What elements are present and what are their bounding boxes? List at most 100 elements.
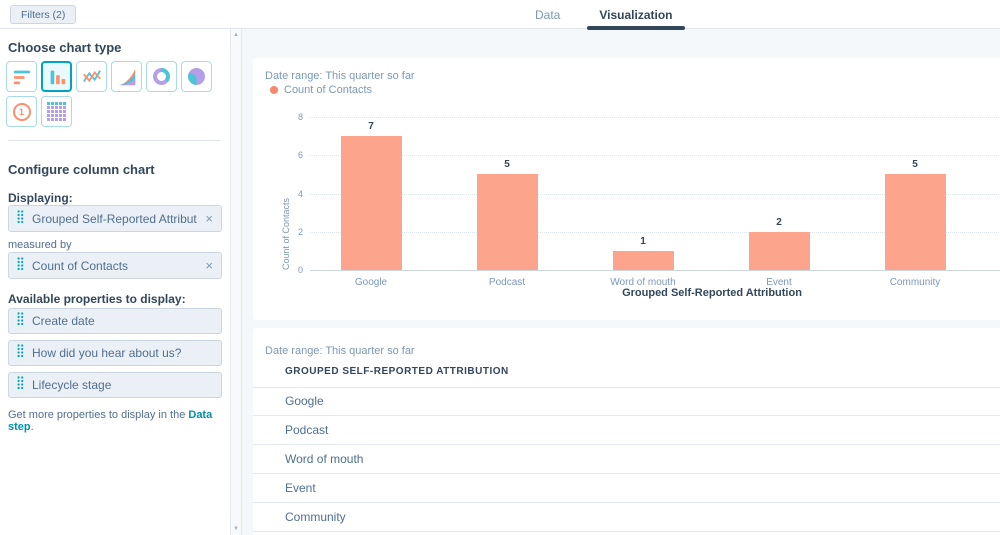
tab-data[interactable]: Data xyxy=(535,7,561,22)
get-more-properties-note: Get more properties to display in the Da… xyxy=(8,409,220,433)
property-pill-label: How did you hear about us? xyxy=(32,346,182,360)
view-tabs: Data Visualization xyxy=(523,0,685,30)
x-category-label: Google xyxy=(354,277,388,288)
property-pill[interactable]: How did you hear about us? xyxy=(8,340,222,366)
drag-handle-icon[interactable] xyxy=(17,209,24,228)
y-tick-label: 6 xyxy=(297,150,303,160)
drag-handle-icon xyxy=(17,312,24,326)
chart-type-horizontal-bar-button[interactable] xyxy=(6,61,37,92)
legend-dot-icon xyxy=(270,86,278,94)
scroll-down-icon[interactable]: ▼ xyxy=(233,526,239,532)
table-row: Community xyxy=(253,503,1000,532)
sidebar-divider xyxy=(8,140,220,141)
bar-value-label: 2 xyxy=(776,217,782,228)
scroll-up-icon[interactable]: ▲ xyxy=(233,32,239,38)
legend-series-label: Count of Contacts xyxy=(284,84,373,96)
table-row: Word of mouth xyxy=(253,445,1000,474)
bar-community[interactable] xyxy=(884,174,946,270)
chart-type-area-button[interactable] xyxy=(111,61,142,92)
pie-chart-icon xyxy=(188,68,205,85)
bar-podcast[interactable] xyxy=(476,174,538,270)
drag-handle-icon xyxy=(17,256,24,270)
table-divider xyxy=(253,387,1000,388)
x-axis-line xyxy=(310,270,1000,271)
property-pill[interactable]: Create date xyxy=(8,308,222,334)
chart-config-sidebar: Choose chart type 1 Configure column cha… xyxy=(0,29,229,535)
x-category-label: Podcast xyxy=(488,277,526,288)
data-step-link[interactable]: Data step xyxy=(8,409,213,433)
remove-measure-icon[interactable]: × xyxy=(205,258,213,273)
chart-type-line-button[interactable] xyxy=(76,61,107,92)
chart-legend[interactable]: Count of Contacts xyxy=(270,84,372,96)
x-category-label: Event xyxy=(766,277,792,288)
bar-value-label: 1 xyxy=(640,236,646,247)
bar-value-label: 7 xyxy=(368,121,374,132)
gridline xyxy=(310,232,1000,233)
area-chart-icon xyxy=(118,68,135,85)
choose-chart-type-heading: Choose chart type xyxy=(8,40,122,55)
measure-field-label: Count of Contacts xyxy=(32,258,129,273)
x-category-label: Community xyxy=(889,277,941,288)
chart-type-grid: 1 xyxy=(6,61,222,127)
table-row: Google xyxy=(253,387,1000,416)
column-chart-panel: Date range: This quarter so far Count of… xyxy=(253,58,1000,320)
chart-type-column-button[interactable] xyxy=(41,61,72,92)
table-rows: Google Podcast Word of mouth Event Community xyxy=(253,387,1000,532)
visualization-preview-area: Date range: This quarter so far Count of… xyxy=(242,29,1000,535)
configure-chart-heading: Configure column chart xyxy=(8,162,155,177)
drag-handle-icon xyxy=(17,376,24,390)
chart-type-donut-button[interactable] xyxy=(146,61,177,92)
property-pill-label: Lifecycle stage xyxy=(32,378,112,392)
x-axis-title: Grouped Self-Reported Attribution xyxy=(622,287,802,299)
available-properties-list: Create date How did you hear about us? L… xyxy=(8,308,222,404)
sidebar-scrollbar[interactable]: ▲ ▼ xyxy=(230,29,242,535)
drag-handle-icon[interactable] xyxy=(17,312,24,330)
drag-handle-icon[interactable] xyxy=(17,376,24,394)
tab-visualization[interactable]: Visualization xyxy=(587,0,685,30)
horizontal-bar-icon xyxy=(13,70,30,84)
displaying-field-label: Grouped Self-Reported Attribution xyxy=(32,211,198,226)
note-text: . xyxy=(30,421,34,433)
chart-type-kpi-button[interactable]: 1 xyxy=(6,96,37,127)
table-column-header: GROUPED SELF-REPORTED ATTRIBUTION xyxy=(285,366,509,377)
property-pill-label: Create date xyxy=(32,314,95,328)
drag-handle-icon[interactable] xyxy=(17,344,24,362)
property-pill[interactable]: Lifecycle stage xyxy=(8,372,222,398)
drag-handle-icon xyxy=(17,344,24,358)
displaying-label: Displaying: xyxy=(8,191,73,205)
bar-word-of-mouth[interactable] xyxy=(612,251,674,270)
table-icon xyxy=(47,102,66,121)
remove-field-icon[interactable]: × xyxy=(205,211,213,226)
table-row: Event xyxy=(253,474,1000,503)
chart-type-pie-button[interactable] xyxy=(181,61,212,92)
drag-handle-icon xyxy=(17,209,24,223)
measure-field-pill[interactable]: Count of Contacts × xyxy=(8,252,222,279)
note-text: Get more properties to display in the xyxy=(8,409,189,421)
gridline xyxy=(310,155,1000,156)
filters-button[interactable]: Filters (2) xyxy=(10,5,77,24)
measured-by-label: measured by xyxy=(8,239,72,251)
table-row: Podcast xyxy=(253,416,1000,445)
column-chart-icon xyxy=(50,70,65,84)
bar-event[interactable] xyxy=(748,232,810,270)
displaying-field-pill[interactable]: Grouped Self-Reported Attribution × xyxy=(8,205,222,232)
data-table-panel: Date range: This quarter so far GROUPED … xyxy=(253,328,1000,535)
table-date-range: Date range: This quarter so far xyxy=(265,345,415,357)
kpi-icon: 1 xyxy=(12,102,31,121)
chart-date-range: Date range: This quarter so far xyxy=(265,70,415,82)
y-tick-label: 2 xyxy=(297,227,303,237)
available-properties-heading: Available properties to display: xyxy=(8,292,186,306)
bar-google[interactable] xyxy=(340,136,402,270)
x-category-label: Word of mouth xyxy=(610,277,676,288)
y-tick-label: 8 xyxy=(297,112,303,122)
gridline xyxy=(310,194,1000,195)
gridline xyxy=(310,117,1000,118)
bar-value-label: 5 xyxy=(504,159,510,170)
drag-handle-icon[interactable] xyxy=(17,256,24,275)
y-tick-label: 4 xyxy=(297,189,303,199)
chart-type-data-table-button[interactable] xyxy=(41,96,72,127)
line-chart-icon xyxy=(82,69,101,82)
bar-value-label: 5 xyxy=(912,159,918,170)
top-toolbar: Filters (2) Data Visualization xyxy=(0,0,1000,30)
donut-chart-icon xyxy=(153,68,170,85)
